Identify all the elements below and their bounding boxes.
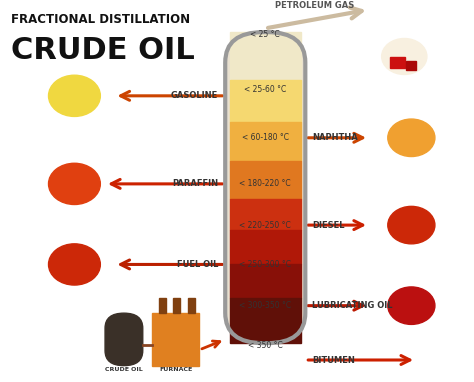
Bar xyxy=(230,264,301,298)
Circle shape xyxy=(48,244,100,285)
Bar xyxy=(152,313,199,366)
Circle shape xyxy=(382,39,427,74)
Bar xyxy=(406,62,416,70)
Text: PETROLEUM GAS: PETROLEUM GAS xyxy=(275,2,354,10)
Text: < 25-60 °C: < 25-60 °C xyxy=(244,84,286,94)
Bar xyxy=(390,57,405,68)
Bar xyxy=(230,230,301,264)
Bar xyxy=(230,298,301,343)
Text: NAPHTHA: NAPHTHA xyxy=(312,133,358,142)
Bar xyxy=(230,122,301,161)
Text: < 250-300 °C: < 250-300 °C xyxy=(239,260,292,269)
Circle shape xyxy=(388,206,435,244)
Bar xyxy=(230,199,301,230)
FancyBboxPatch shape xyxy=(105,313,143,366)
Bar xyxy=(188,298,195,313)
Text: FURNACE: FURNACE xyxy=(159,367,192,372)
Text: CRUDE OIL: CRUDE OIL xyxy=(105,367,143,372)
Text: < 300-350 °C: < 300-350 °C xyxy=(239,301,292,310)
Bar xyxy=(230,161,301,199)
Bar xyxy=(230,80,301,122)
Text: PARAFFIN: PARAFFIN xyxy=(172,180,218,188)
Circle shape xyxy=(388,119,435,157)
Bar xyxy=(173,298,181,313)
Text: < 60-180 °C: < 60-180 °C xyxy=(242,133,289,142)
Text: FRACTIONAL DISTILLATION: FRACTIONAL DISTILLATION xyxy=(11,13,190,26)
Circle shape xyxy=(48,163,100,204)
Text: FUEL OIL: FUEL OIL xyxy=(177,260,218,269)
Bar xyxy=(159,298,166,313)
FancyBboxPatch shape xyxy=(225,32,305,343)
Text: BITUMEN: BITUMEN xyxy=(312,356,356,364)
Text: < 220-250 °C: < 220-250 °C xyxy=(239,220,291,230)
Text: < 25 °C: < 25 °C xyxy=(250,30,280,39)
Text: < 180-220 °C: < 180-220 °C xyxy=(239,180,291,188)
Circle shape xyxy=(48,75,100,117)
Text: CRUDE OIL: CRUDE OIL xyxy=(11,36,194,65)
Text: < 350 °C: < 350 °C xyxy=(248,340,283,350)
Circle shape xyxy=(388,287,435,324)
Text: DIESEL: DIESEL xyxy=(312,220,345,230)
Text: GASOLINE: GASOLINE xyxy=(171,91,218,100)
Text: LUBRICATING OIL: LUBRICATING OIL xyxy=(312,301,393,310)
Bar xyxy=(230,32,301,80)
